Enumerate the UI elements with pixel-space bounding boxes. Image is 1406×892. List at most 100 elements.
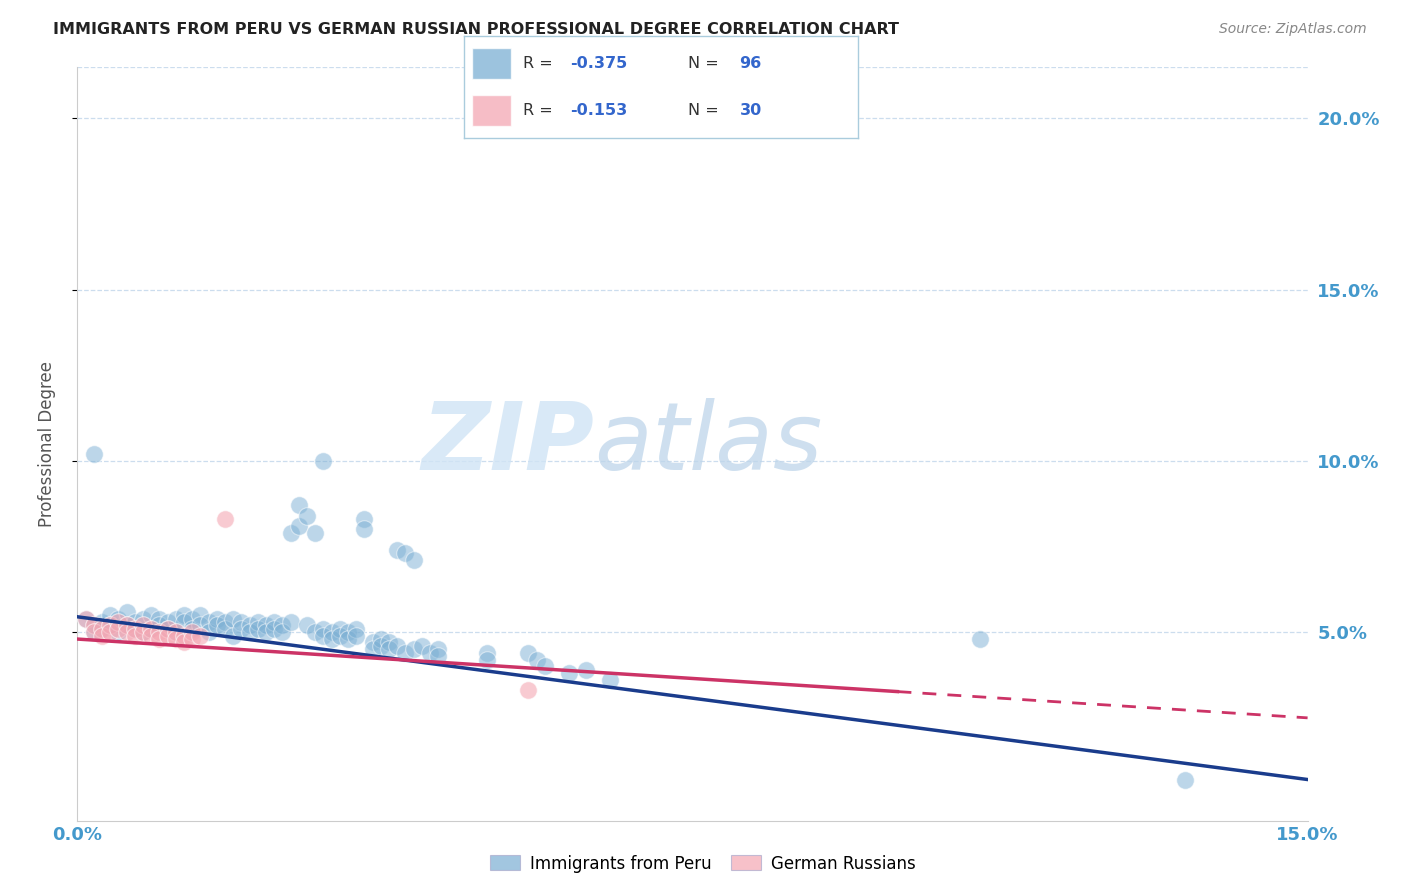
Point	[477, 652, 499, 666]
Point	[214, 615, 236, 629]
Point	[90, 629, 114, 643]
Point	[239, 618, 262, 632]
Point	[402, 553, 425, 567]
Point	[231, 615, 253, 629]
Text: ZIP: ZIP	[422, 398, 595, 490]
Point	[75, 611, 97, 625]
Point	[173, 635, 195, 649]
Point	[124, 622, 146, 636]
Point	[107, 611, 129, 625]
Point	[344, 622, 367, 636]
Point	[344, 629, 367, 643]
Point	[90, 622, 114, 636]
Point	[188, 608, 212, 623]
Point	[411, 639, 433, 653]
Point	[419, 646, 441, 660]
Point	[599, 673, 621, 688]
Point	[214, 512, 236, 526]
Point	[148, 618, 170, 632]
Point	[280, 615, 302, 629]
Text: N =: N =	[689, 103, 724, 118]
Text: R =: R =	[523, 103, 558, 118]
Point	[197, 625, 219, 640]
Point	[370, 632, 392, 646]
Point	[394, 546, 416, 560]
Point	[83, 625, 105, 640]
Point	[385, 639, 409, 653]
Point	[246, 622, 269, 636]
Point	[115, 618, 138, 632]
Point	[280, 525, 302, 540]
Point	[254, 618, 277, 632]
Point	[385, 543, 409, 558]
Point	[304, 525, 326, 540]
Legend: Immigrants from Peru, German Russians: Immigrants from Peru, German Russians	[484, 848, 922, 880]
Point	[361, 642, 384, 657]
Point	[156, 629, 179, 643]
Point	[141, 622, 163, 636]
Text: R =: R =	[523, 56, 558, 70]
Point	[115, 605, 138, 619]
Point	[156, 622, 179, 636]
Point	[534, 659, 557, 673]
Point	[205, 618, 228, 632]
Point	[188, 629, 212, 643]
Text: IMMIGRANTS FROM PERU VS GERMAN RUSSIAN PROFESSIONAL DEGREE CORRELATION CHART: IMMIGRANTS FROM PERU VS GERMAN RUSSIAN P…	[53, 22, 900, 37]
Point	[312, 629, 335, 643]
Point	[188, 618, 212, 632]
Point	[148, 632, 170, 646]
Point	[107, 615, 129, 629]
Point	[1174, 772, 1197, 787]
Point	[98, 618, 121, 632]
Point	[165, 625, 187, 640]
Point	[370, 639, 392, 653]
Bar	[472, 48, 512, 78]
Point	[156, 622, 179, 636]
Point	[83, 447, 105, 461]
Point	[575, 663, 598, 677]
Point	[288, 499, 311, 513]
Point	[156, 615, 179, 629]
Point	[181, 622, 204, 636]
Text: atlas: atlas	[595, 398, 823, 490]
Point	[197, 615, 219, 629]
Point	[98, 618, 121, 632]
Point	[115, 625, 138, 640]
Point	[165, 625, 187, 640]
Point	[107, 622, 129, 636]
Text: Source: ZipAtlas.com: Source: ZipAtlas.com	[1219, 22, 1367, 37]
Point	[173, 608, 195, 623]
Point	[222, 611, 245, 625]
Point	[321, 632, 343, 646]
Point	[517, 683, 540, 698]
Text: N =: N =	[689, 56, 724, 70]
Point	[165, 632, 187, 646]
Point	[312, 454, 335, 468]
Text: -0.375: -0.375	[571, 56, 627, 70]
Point	[295, 508, 318, 523]
Point	[83, 618, 105, 632]
Point	[312, 622, 335, 636]
Point	[337, 632, 360, 646]
Point	[90, 622, 114, 636]
Point	[141, 608, 163, 623]
Point	[517, 646, 540, 660]
Point	[222, 629, 245, 643]
Point	[231, 622, 253, 636]
Point	[394, 646, 416, 660]
Point	[132, 618, 155, 632]
Point	[124, 629, 146, 643]
Point	[181, 611, 204, 625]
Point	[329, 622, 352, 636]
Point	[321, 625, 343, 640]
Point	[378, 642, 401, 657]
Point	[132, 611, 155, 625]
Point	[132, 625, 155, 640]
Point	[124, 622, 146, 636]
Point	[98, 608, 121, 623]
Point	[141, 622, 163, 636]
Point	[427, 642, 450, 657]
Point	[361, 635, 384, 649]
Point	[148, 611, 170, 625]
Point	[205, 611, 228, 625]
